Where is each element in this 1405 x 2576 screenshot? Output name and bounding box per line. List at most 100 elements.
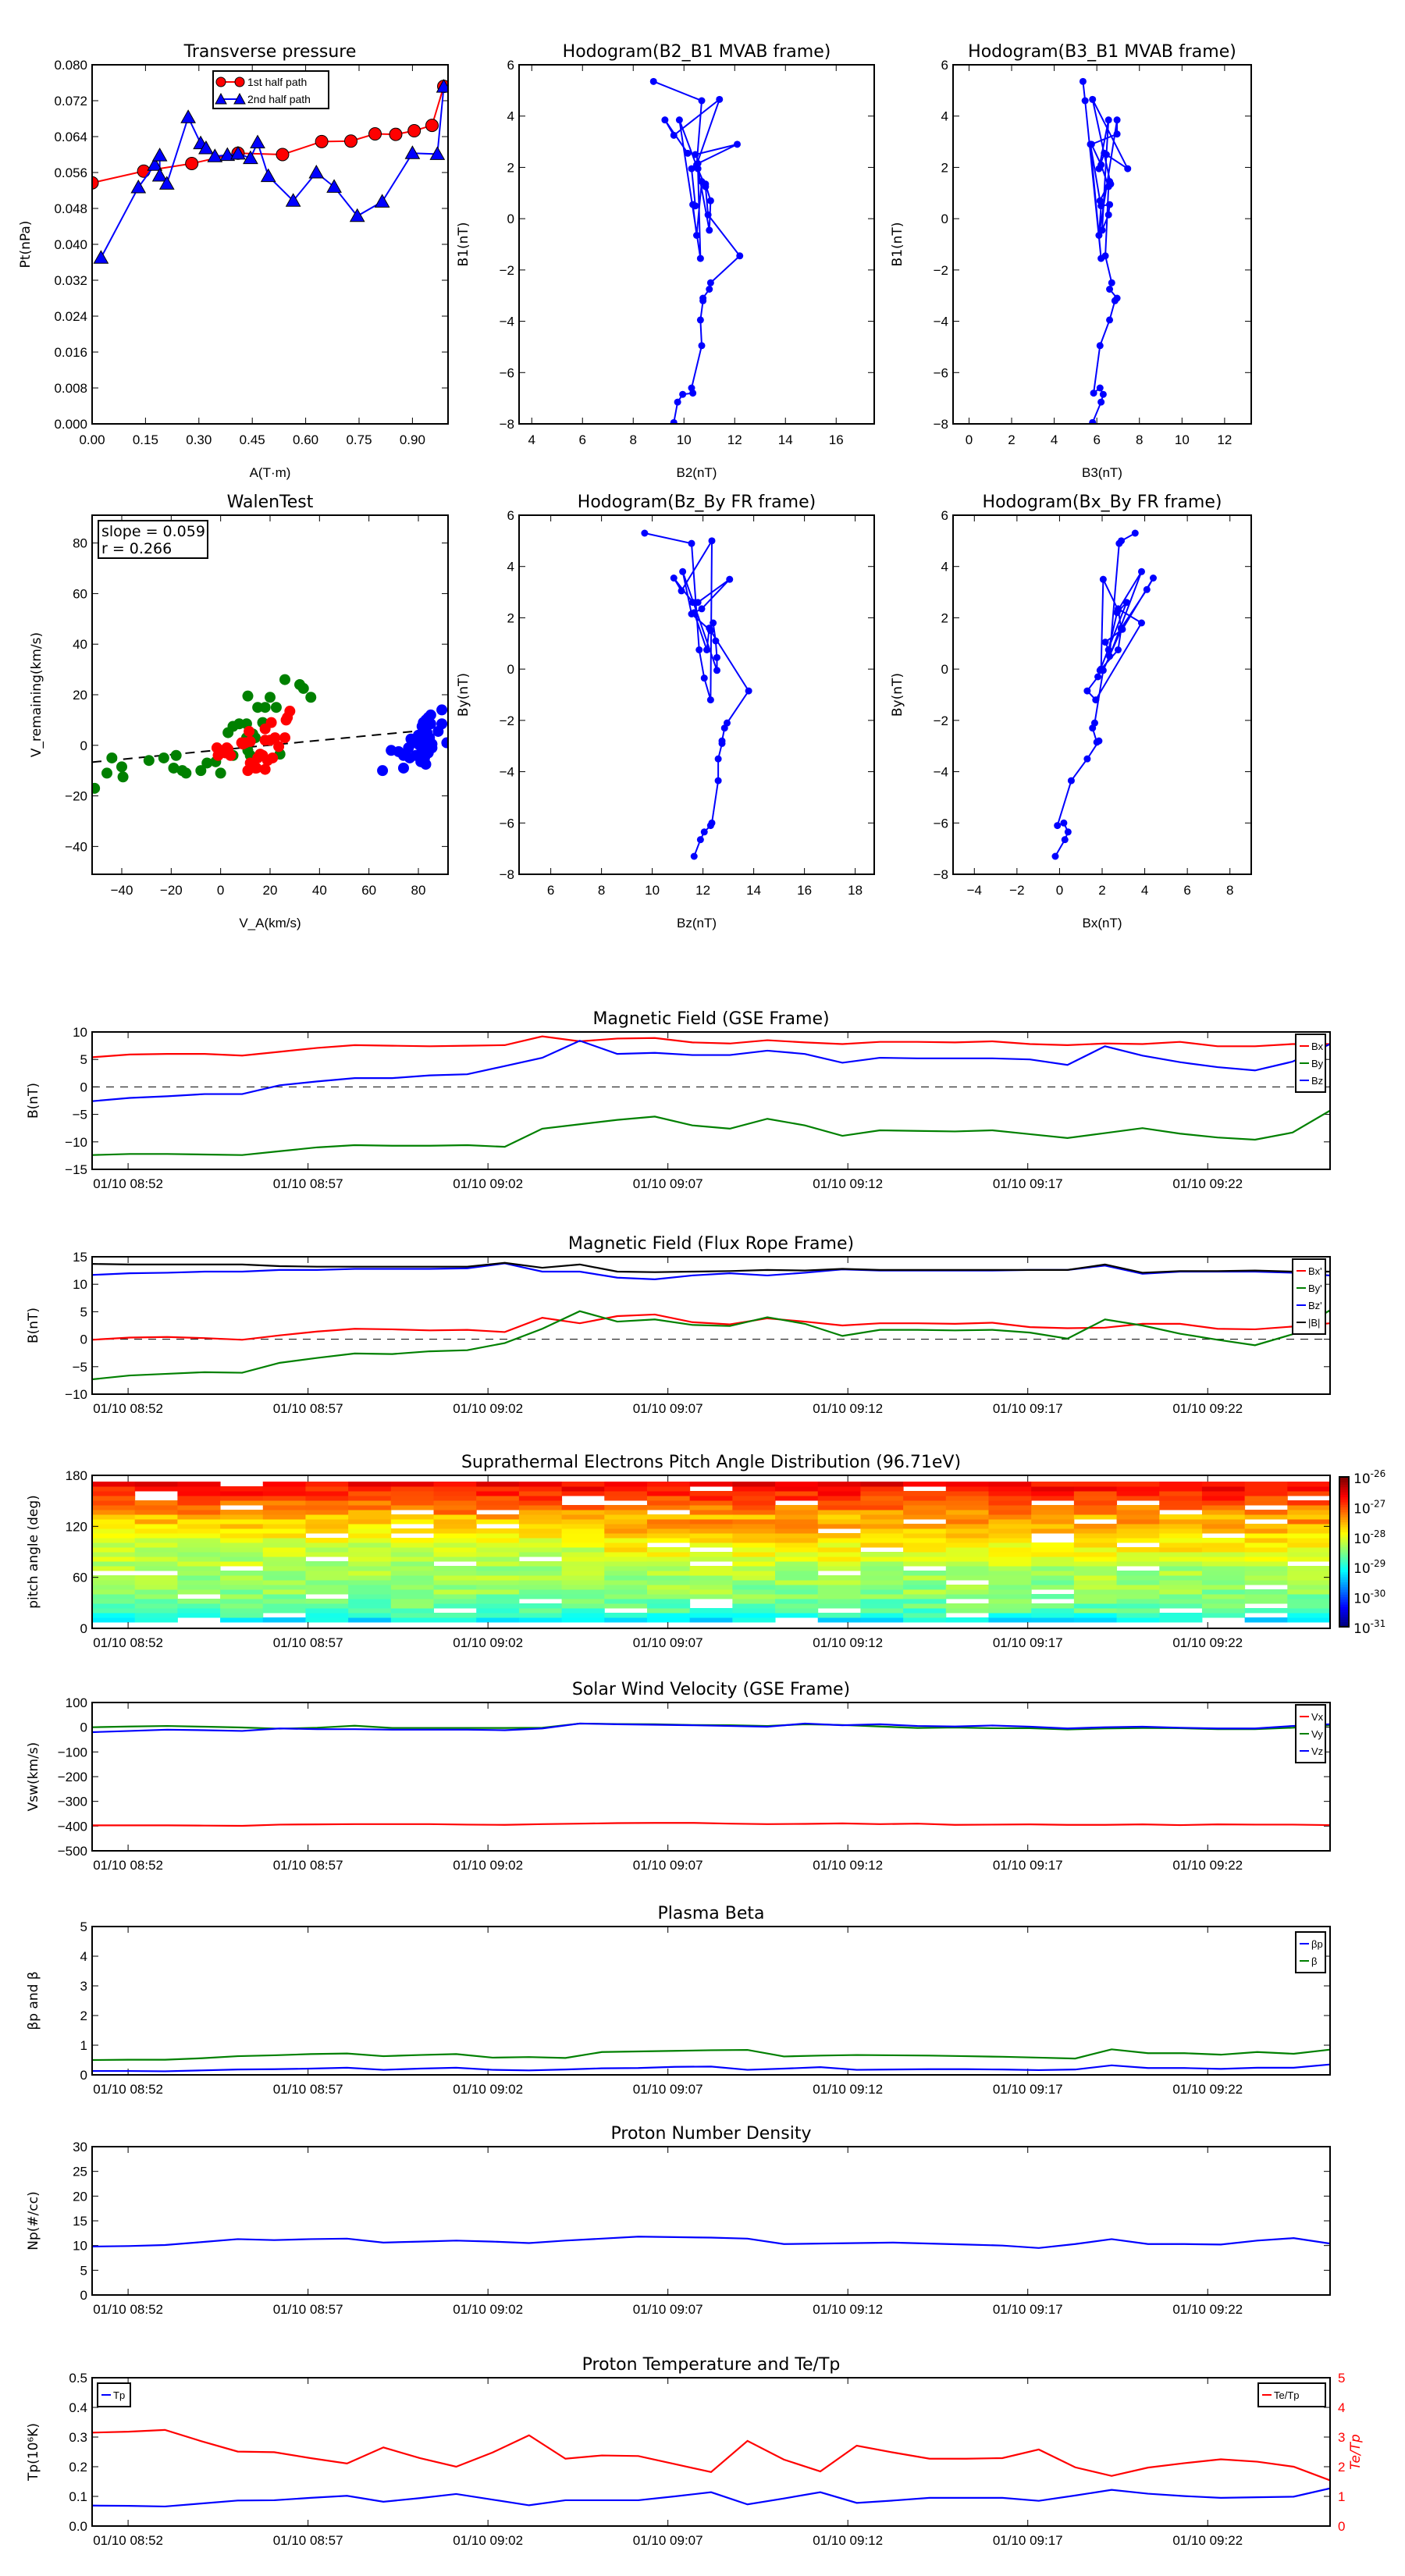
marker-dot	[1104, 116, 1112, 124]
hodogram-bx-by-frame	[952, 514, 1252, 875]
marker-dot	[696, 316, 704, 324]
pad-cell	[561, 1566, 605, 1571]
hodogram-b2-b1-xtick-label: 6	[579, 432, 586, 447]
pad-cell	[134, 1524, 178, 1529]
density-ytick-label: 15	[73, 2214, 87, 2229]
pad-cell	[775, 1533, 819, 1539]
pad-cell	[1031, 1580, 1075, 1585]
marker-triangle	[219, 147, 236, 162]
pad-cell	[92, 1561, 136, 1567]
pad-cell	[1031, 1542, 1075, 1548]
pad-cell	[1287, 1566, 1331, 1571]
pad-cell	[305, 1528, 349, 1534]
pad-cell	[348, 1538, 392, 1543]
pad-cell	[1073, 1542, 1118, 1548]
marker-triangle	[349, 208, 365, 222]
colorbar-segment	[1339, 1571, 1349, 1575]
pad-cell	[1287, 1557, 1331, 1562]
colorbar-segment	[1339, 1582, 1349, 1585]
pad-cell	[134, 1486, 178, 1492]
pad-cell	[604, 1514, 648, 1520]
marker-dot	[1099, 667, 1107, 674]
pad-cell	[1201, 1528, 1246, 1534]
pad-cell	[348, 1613, 392, 1618]
marker-triangle	[243, 150, 258, 165]
pad-cell	[262, 1519, 306, 1525]
hodogram-b2-b1-title: Hodogram(B2_B1 MVAB frame)	[563, 42, 831, 62]
pad-cell	[945, 1514, 989, 1520]
pad-cell	[860, 1542, 904, 1548]
pad-cell	[988, 1505, 1032, 1510]
pad-cell	[903, 1575, 947, 1581]
marker-dot	[1149, 575, 1157, 582]
hodogram-b3-b1-xtick-label: 12	[1217, 432, 1232, 447]
pad-cell	[518, 1561, 563, 1567]
temperature-ytick-label: 0.5	[69, 2371, 87, 2386]
pad-cell	[177, 1528, 221, 1534]
pad-cell	[1201, 1505, 1246, 1510]
pad-cell	[732, 1547, 776, 1553]
pad-cell	[518, 1542, 563, 1548]
pad-cell	[988, 1561, 1032, 1567]
temperature-xtick-label: 01/10 09:22	[1172, 2533, 1243, 2548]
pad-cell	[262, 1528, 306, 1534]
pad-cell	[860, 1491, 904, 1496]
walen-point-green	[180, 767, 192, 779]
pad-cell	[262, 1561, 306, 1567]
pad-cell	[476, 1580, 520, 1585]
pad-cell	[988, 1514, 1032, 1520]
pad-cell	[220, 1538, 264, 1543]
hodogram-bx-by-xtick-label: 8	[1226, 883, 1233, 898]
beta-xtick-label: 01/10 09:12	[813, 2082, 883, 2097]
marker-dot	[745, 687, 752, 695]
mag-gse-line-Bz	[92, 1040, 1330, 1102]
pad-cell	[92, 1514, 136, 1520]
transverse-pressure-xtick-label: 0.00	[79, 432, 105, 447]
pad-cell	[262, 1547, 306, 1553]
r-label: r = 0.266	[101, 540, 172, 557]
marker-dot	[1097, 398, 1105, 406]
walen-point-green	[92, 782, 101, 794]
hodogram-bx-by-ytick-label: −4	[934, 765, 948, 780]
mag-gse-legend-label: Bz	[1311, 1075, 1323, 1087]
pad-cell	[1244, 1542, 1288, 1548]
colorbar-segment	[1339, 1504, 1349, 1507]
right-ytick-label: 4	[1338, 2400, 1345, 2415]
hodogram-bx-by-plot-area	[1051, 529, 1157, 860]
marker-dot	[1113, 116, 1121, 124]
pad-cell	[903, 1482, 947, 1487]
marker-dot	[698, 97, 706, 105]
transverse-pressure-ytick-label: 0.056	[54, 165, 87, 180]
velocity-panel: Solar Wind Velocity (GSE Frame) −500 −400 −…	[26, 1680, 1331, 1873]
pad-cell	[604, 1519, 648, 1525]
pad-cell	[476, 1561, 520, 1567]
marker-dot	[684, 149, 692, 157]
mag-gse-xtick-label: 01/10 09:22	[1172, 1176, 1243, 1191]
pad-cell	[433, 1538, 477, 1543]
pad-cell	[92, 1496, 136, 1501]
pad-cell	[305, 1538, 349, 1543]
pad-xtick-label: 01/10 09:02	[453, 1635, 523, 1650]
colorbar-frame	[1339, 1476, 1350, 1628]
marker-dot	[698, 342, 706, 350]
pad-cell	[348, 1580, 392, 1585]
pad-cell	[1244, 1510, 1288, 1515]
pad-cell	[220, 1599, 264, 1604]
pad-cell	[1244, 1552, 1288, 1557]
pad-cell	[561, 1557, 605, 1562]
colorbar-label: 10-29	[1353, 1558, 1385, 1577]
density-xtick-label: 01/10 09:17	[993, 2302, 1063, 2317]
mag-gse-xtick-label: 01/10 09:12	[813, 1176, 883, 1191]
pad-cell	[177, 1575, 221, 1581]
pad-cell	[732, 1571, 776, 1576]
pad-cell	[1244, 1599, 1288, 1604]
pad-cell	[817, 1486, 861, 1492]
pad-cell	[92, 1486, 136, 1492]
pad-cell	[134, 1547, 178, 1553]
velocity-xtick-label: 01/10 09:12	[813, 1858, 883, 1873]
pad-cell	[860, 1561, 904, 1567]
pad-cell	[689, 1566, 733, 1571]
density-xtick-label: 01/10 09:22	[1172, 2302, 1243, 2317]
pad-cell	[92, 1575, 136, 1581]
pad-cell	[817, 1533, 861, 1539]
